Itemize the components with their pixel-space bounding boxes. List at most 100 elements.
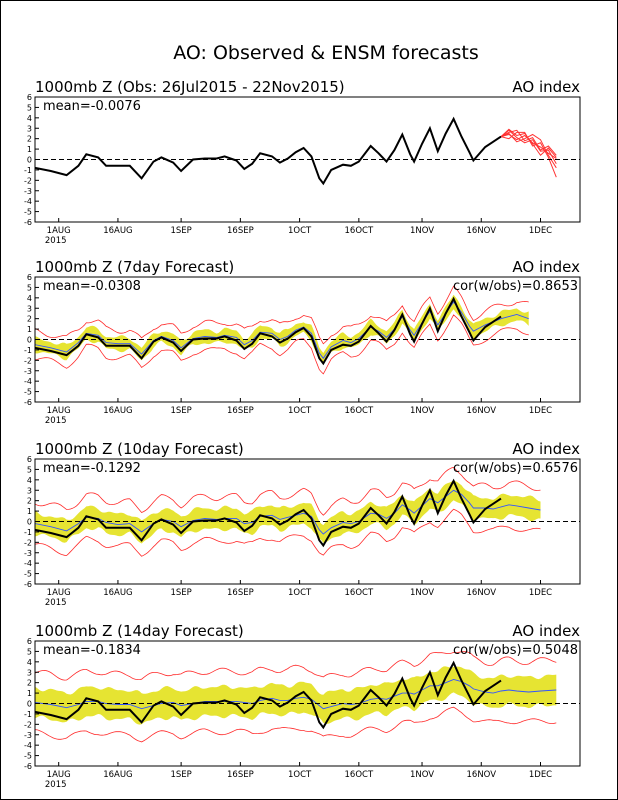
x-tick-label: 16OCT: [345, 406, 374, 416]
forecast-member-line: [500, 132, 557, 169]
x-tick-year-label: 2015: [45, 780, 67, 790]
x-tick-label: 16SEP: [227, 406, 254, 416]
panel-index-label: AO index: [512, 622, 580, 640]
y-tick-label: 0: [27, 700, 32, 709]
x-tick-label: 1DEC: [529, 406, 552, 416]
observed-line: [35, 478, 502, 548]
mean-label: mean=-0.0308: [43, 279, 141, 294]
y-tick-label: -5: [24, 570, 32, 579]
ensemble-mean-line: [35, 679, 557, 710]
x-tick-year-label: 2015: [45, 598, 67, 608]
observed-line: [35, 116, 502, 186]
y-tick-label: 1: [27, 507, 32, 516]
y-tick-label: -2: [24, 356, 32, 365]
x-tick-label: 16AUG: [103, 588, 132, 598]
x-tick-label: 1OCT: [288, 770, 312, 780]
x-tick-label: 16AUG: [103, 226, 132, 236]
x-tick-label: 1OCT: [288, 406, 312, 416]
ensemble-upper-envelope: [35, 285, 529, 345]
x-tick-label: 1SEP: [170, 226, 191, 236]
x-tick-label: 1DEC: [529, 588, 552, 598]
panel-3: 1000mb Z (10day Forecast) AO index 65 43 21 0…: [24, 440, 581, 608]
ensemble-upper-envelope: [35, 651, 557, 681]
x-tick-label: 16AUG: [103, 406, 132, 416]
x-tick-label: 1OCT: [288, 588, 312, 598]
y-tick-label: -5: [24, 388, 32, 397]
y-tick-label: -6: [24, 398, 32, 407]
y-tick-label: 5: [27, 103, 32, 112]
panel-title: 1000mb Z (7day Forecast): [35, 258, 234, 276]
panel-title: 1000mb Z (10day Forecast): [35, 440, 244, 458]
observed-line: [35, 296, 502, 366]
y-tick-label: -2: [24, 720, 32, 729]
x-tick-label: 16OCT: [345, 770, 374, 780]
ensemble-lower-envelope: [35, 706, 557, 743]
y-tick-label: -3: [24, 187, 32, 196]
mean-label: mean=-0.1834: [43, 643, 141, 658]
y-tick-label: -5: [24, 752, 32, 761]
y-tick-label: 0: [27, 518, 32, 527]
y-tick-label: 4: [27, 294, 32, 303]
x-tick-label: 1AUG: [47, 406, 71, 416]
y-tick-label: 3: [27, 668, 32, 677]
ensemble-mean-line: [35, 301, 529, 360]
y-tick-label: 6: [27, 637, 32, 646]
y-tick-label: 2: [27, 315, 32, 324]
ensemble-lower-envelope: [35, 314, 529, 375]
x-tick-label: 1AUG: [47, 770, 71, 780]
x-tick-label: 16NOV: [467, 226, 497, 236]
x-tick-label: 16NOV: [467, 770, 497, 780]
observed-line: [35, 660, 502, 730]
y-tick-label: 5: [27, 647, 32, 656]
ensemble-spread-band: [35, 294, 529, 364]
y-tick-label: -4: [24, 197, 32, 206]
x-tick-label: 1AUG: [47, 588, 71, 598]
panel-title: 1000mb Z (Obs: 26Jul2015 - 22Nov2015): [35, 78, 345, 96]
correlation-label: cor(w/obs)=0.8653: [453, 279, 578, 294]
y-tick-label: 1: [27, 325, 32, 334]
panel-index-label: AO index: [512, 258, 580, 276]
forecast-member-line: [500, 128, 557, 158]
plot-area: [35, 116, 580, 186]
panel-index-label: AO index: [512, 440, 580, 458]
x-tick-label: 16SEP: [227, 588, 254, 598]
x-tick-label: 1OCT: [288, 226, 312, 236]
x-tick-label: 1SEP: [170, 770, 191, 780]
y-tick-label: 0: [27, 336, 32, 345]
mean-label: mean=-0.0076: [43, 99, 141, 114]
y-tick-label: -4: [24, 377, 32, 386]
y-tick-label: -1: [24, 528, 32, 537]
x-tick-label: 1SEP: [170, 588, 191, 598]
panel-title: 1000mb Z (14day Forecast): [35, 622, 244, 640]
y-tick-label: 0: [27, 156, 32, 165]
y-tick-label: -3: [24, 731, 32, 740]
y-tick-label: 4: [27, 114, 32, 123]
x-tick-label: 16NOV: [467, 406, 497, 416]
figure-title: AO: Observed & ENSM forecasts: [173, 42, 478, 64]
x-tick-label: 16SEP: [227, 226, 254, 236]
plot-area: [35, 466, 580, 557]
x-tick-label: 1NOV: [410, 406, 434, 416]
y-tick-label: -4: [24, 741, 32, 750]
y-tick-label: 3: [27, 124, 32, 133]
y-tick-label: 1: [27, 689, 32, 698]
y-tick-label: -4: [24, 559, 32, 568]
y-tick-label: 6: [27, 93, 32, 102]
plot-area: [35, 285, 580, 375]
y-tick-label: -1: [24, 166, 32, 175]
panel-index-label: AO index: [512, 78, 580, 96]
y-tick-label: -6: [24, 218, 32, 227]
y-tick-label: -2: [24, 538, 32, 547]
x-tick-label: 1NOV: [410, 770, 434, 780]
y-tick-label: 5: [27, 465, 32, 474]
panels-group: 1000mb Z (Obs: 26Jul2015 - 22Nov2015) AO …: [24, 78, 581, 790]
y-tick-label: -3: [24, 549, 32, 558]
panel-1: 1000mb Z (Obs: 26Jul2015 - 22Nov2015) AO …: [24, 78, 581, 246]
x-tick-label: 16AUG: [103, 770, 132, 780]
y-tick-label: -1: [24, 710, 32, 719]
y-tick-label: -3: [24, 367, 32, 376]
y-tick-label: 2: [27, 135, 32, 144]
x-tick-label: 1DEC: [529, 770, 552, 780]
y-tick-label: 2: [27, 679, 32, 688]
